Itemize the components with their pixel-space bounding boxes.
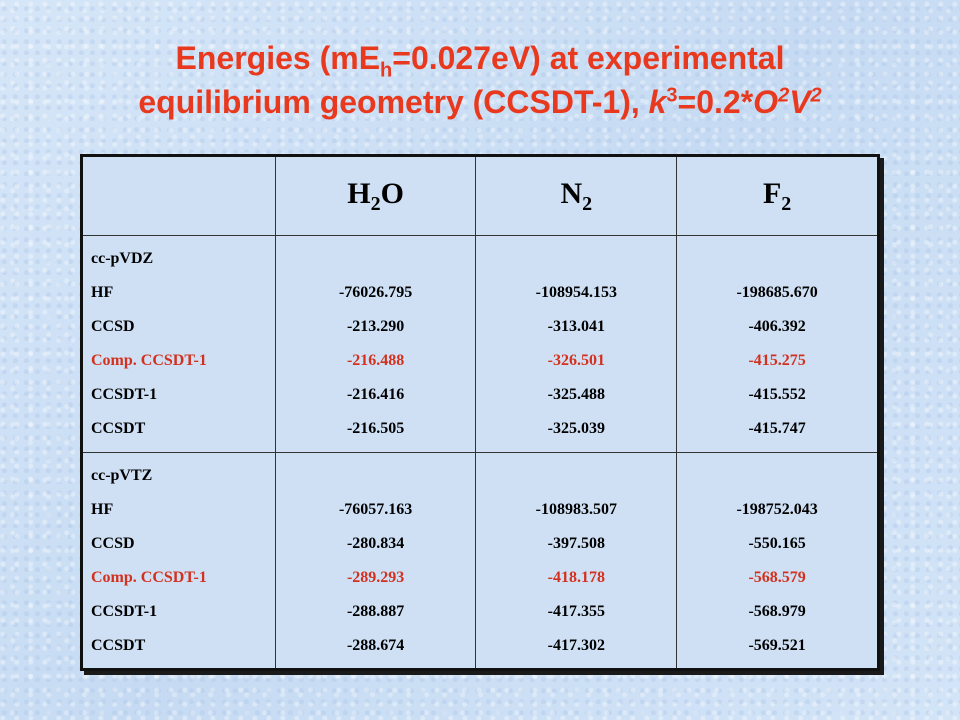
- method-labels-cell: cc-pVTZ HF CCSD Comp. CCSDT-1 CCSDT-1 CC…: [81, 452, 276, 670]
- slide-title: Energies (mEh=0.027eV) at experimental e…: [40, 36, 920, 124]
- basis-label: cc-pVDZ: [91, 250, 154, 267]
- energy-value-highlight: -216.488: [346, 352, 405, 369]
- energy-value: -216.416: [346, 386, 405, 403]
- header-n2: N2: [475, 155, 678, 236]
- energy-value: -417.302: [547, 636, 605, 654]
- energy-value: -288.674: [346, 636, 405, 654]
- title-superscript: 2: [810, 84, 822, 107]
- energy-value: -216.505: [346, 420, 405, 437]
- n2-values-cell: -108954.153 -313.041 -326.501 -325.488 -…: [475, 235, 678, 453]
- energy-value: -280.834: [346, 534, 405, 552]
- title-text: =0.2*: [677, 84, 754, 120]
- energy-value: -198752.043: [736, 500, 818, 518]
- h2o-values-cell: -76026.795 -213.290 -216.488 -216.416 -2…: [274, 235, 477, 453]
- energy-value: -213.290: [346, 318, 405, 335]
- title-italic: k: [648, 84, 667, 120]
- energy-value-highlight: -568.579: [748, 568, 806, 586]
- header-h2o: H2O: [274, 155, 477, 236]
- energy-value: -397.508: [547, 534, 605, 552]
- title-subscript: h: [380, 59, 393, 82]
- title-italic: O: [753, 84, 779, 120]
- basis-label: cc-pVTZ: [91, 466, 153, 484]
- energy-value: -108983.507: [535, 500, 617, 518]
- method-labels-cell: cc-pVDZ HF CCSD Comp. CCSDT-1 CCSDT-1 CC…: [81, 235, 276, 453]
- energy-value: -568.979: [748, 602, 806, 620]
- energy-value: -325.039: [547, 420, 605, 437]
- energy-value: -406.392: [748, 318, 806, 335]
- method-label: CCSD: [91, 534, 135, 552]
- title-italic: V: [789, 84, 811, 120]
- title-text: Energies (mE: [175, 40, 381, 76]
- energy-value: -108954.153: [535, 284, 617, 301]
- header-empty-cell: [81, 155, 276, 236]
- h2o-values-cell: -76057.163 -280.834 -289.293 -288.887 -2…: [274, 452, 477, 670]
- title-text: =0.027eV) at experimental: [392, 40, 785, 76]
- header-f2: F2: [676, 155, 879, 236]
- energy-value: -288.887: [346, 602, 405, 620]
- method-label: HF: [91, 500, 114, 518]
- f2-values-cell: -198752.043 -550.165 -568.579 -568.979 -…: [676, 452, 879, 670]
- table-header-row: H2O N2 F2: [81, 155, 879, 236]
- n2-values-cell: -108983.507 -397.508 -418.178 -417.355 -…: [475, 452, 678, 670]
- energy-value: -415.747: [748, 420, 806, 437]
- method-label: CCSDT: [91, 420, 146, 437]
- table-row: cc-pVTZ HF CCSD Comp. CCSDT-1 CCSDT-1 CC…: [81, 452, 879, 670]
- title-superscript: 3: [666, 84, 678, 107]
- method-label: CCSDT: [91, 636, 146, 654]
- energy-value-highlight: -289.293: [346, 568, 405, 586]
- method-label: HF: [91, 284, 114, 301]
- title-text: equilibrium geometry (CCSDT-1),: [138, 84, 649, 120]
- title-line-1: Energies (mEh=0.027eV) at experimental: [40, 36, 920, 80]
- energy-value: -76026.795: [338, 284, 413, 301]
- energy-value: -569.521: [748, 636, 806, 654]
- method-label: CCSDT-1: [91, 386, 158, 403]
- energy-value: -550.165: [748, 534, 806, 552]
- energy-value: -417.355: [547, 602, 605, 620]
- title-superscript: 2: [778, 84, 790, 107]
- energy-value-highlight: -418.178: [547, 568, 605, 586]
- energy-value: -313.041: [547, 318, 605, 335]
- f2-values-cell: -198685.670 -406.392 -415.275 -415.552 -…: [676, 235, 879, 453]
- title-line-2: equilibrium geometry (CCSDT-1), k3=0.2*O…: [40, 80, 920, 124]
- energy-value: -198685.670: [736, 284, 818, 301]
- method-label-highlight: Comp. CCSDT-1: [91, 568, 207, 586]
- energy-value: -415.552: [748, 386, 806, 403]
- energy-value: -76057.163: [338, 500, 413, 518]
- energy-value: -325.488: [547, 386, 605, 403]
- table-row: cc-pVDZ HF CCSD Comp. CCSDT-1 CCSDT-1 CC…: [81, 235, 879, 453]
- method-label: CCSDT-1: [91, 602, 158, 620]
- method-label: CCSD: [91, 318, 135, 335]
- energy-value-highlight: -326.501: [547, 352, 605, 369]
- energies-table: H2O N2 F2 cc-pVDZ HF CCSD Comp. CCSDT-1 …: [80, 154, 880, 671]
- method-label-highlight: Comp. CCSDT-1: [91, 352, 207, 369]
- energy-value-highlight: -415.275: [748, 352, 806, 369]
